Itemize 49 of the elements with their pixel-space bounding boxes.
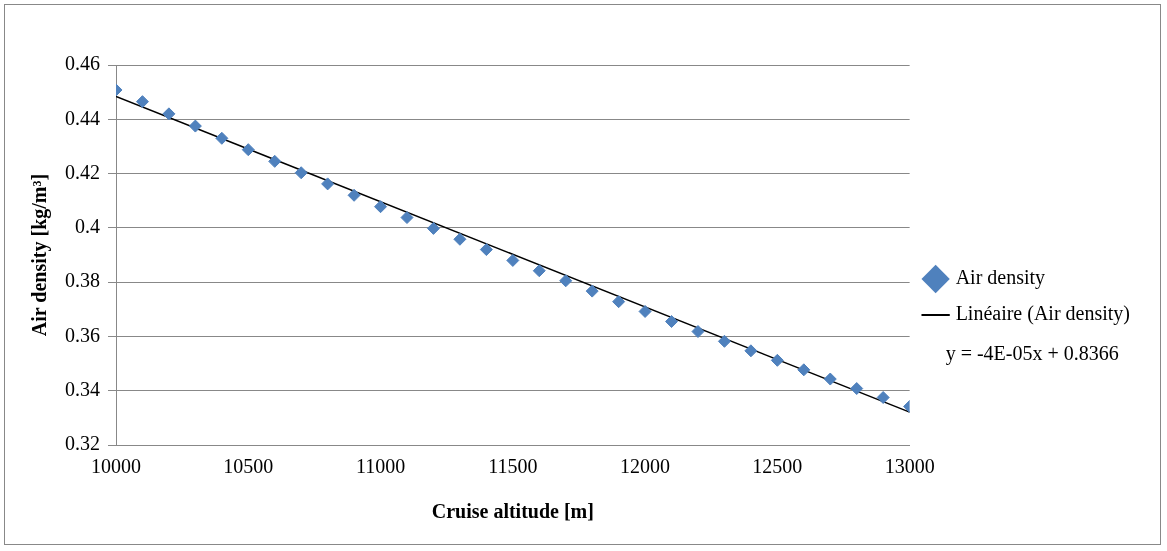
- point: [665, 315, 679, 328]
- point: [347, 188, 361, 202]
- y-tick-label: 0.46: [65, 52, 100, 75]
- point: [559, 274, 573, 288]
- point: [374, 200, 388, 214]
- x-tick-label: 13000: [884, 455, 935, 478]
- y-axis-title: Air density [kg/m³]: [28, 173, 52, 337]
- point: [797, 363, 811, 377]
- x-tick-label: 11500: [488, 455, 538, 478]
- point: [241, 143, 255, 157]
- point: [453, 232, 467, 246]
- point: [691, 325, 705, 339]
- point: [162, 107, 176, 121]
- x-tick-label: 11000: [355, 455, 406, 478]
- point: [612, 295, 626, 309]
- point: [135, 95, 149, 109]
- point: [268, 154, 282, 168]
- point: [532, 264, 546, 278]
- y-tick-label: 0.32: [65, 432, 100, 455]
- text: y = -4E-05x + 0.8366: [945, 342, 1119, 366]
- x-axis-title: Cruise altitude [m]: [431, 500, 594, 523]
- legend-label: Linéaire (Air density): [955, 302, 1130, 326]
- point: [294, 166, 308, 180]
- point: [400, 211, 414, 225]
- point: [426, 221, 440, 235]
- y-tick-label: 0.38: [65, 269, 100, 292]
- x-tick-label: 10500: [223, 455, 274, 478]
- legend-label: Air density: [955, 266, 1046, 290]
- y-tick-label: 0.36: [65, 323, 100, 346]
- point: [876, 391, 890, 404]
- point: [744, 344, 758, 358]
- y-tick-label: 0.4: [75, 215, 100, 238]
- x-tick-label: 10000: [91, 455, 141, 478]
- point: [479, 243, 493, 257]
- point: [717, 334, 731, 348]
- x-tick-label: 12000: [620, 455, 671, 478]
- point: [823, 372, 837, 386]
- point: [188, 119, 202, 133]
- x-tick-label: 12500: [752, 455, 803, 478]
- y-tick-label: 0.42: [65, 160, 100, 183]
- point: [770, 353, 784, 367]
- point: [506, 253, 520, 267]
- point: [850, 382, 864, 396]
- point: [638, 304, 652, 318]
- point: [321, 177, 335, 191]
- point: [215, 131, 229, 145]
- point: [585, 284, 599, 298]
- y-tick-label: 0.44: [65, 106, 100, 129]
- y-tick-label: 0.34: [65, 377, 100, 400]
